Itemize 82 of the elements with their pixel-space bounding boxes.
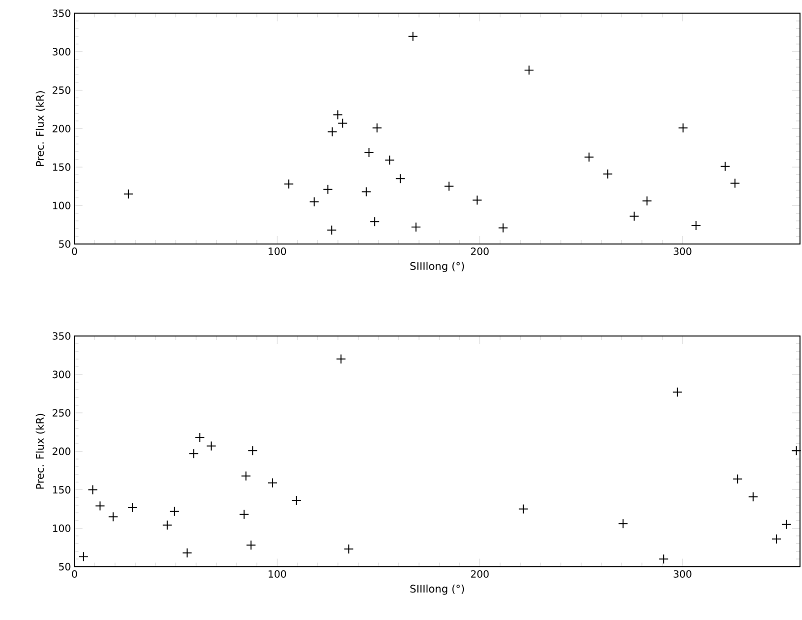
- y-tick-label: 150: [53, 486, 70, 494]
- point: [602, 169, 613, 179]
- point: [472, 195, 482, 206]
- y-tick-label: 150: [53, 163, 70, 171]
- point: [730, 178, 740, 188]
- point: [395, 174, 406, 184]
- point: [127, 502, 138, 512]
- point: [182, 548, 192, 558]
- point: [248, 446, 258, 456]
- point: [629, 211, 640, 222]
- point: [188, 448, 199, 459]
- y-axis-title: Prec. Flux (kR): [36, 414, 46, 489]
- point: [108, 512, 118, 522]
- y-tick-label: 350: [52, 332, 70, 340]
- y-tick-label: 100: [53, 202, 70, 210]
- point: [732, 474, 743, 484]
- point: [642, 196, 652, 206]
- point: [336, 354, 346, 364]
- point: [678, 122, 688, 133]
- point: [691, 220, 702, 231]
- x-tick-label: 300: [674, 570, 692, 578]
- point: [791, 446, 802, 456]
- point: [123, 189, 134, 199]
- x-tick-label: 200: [471, 570, 489, 578]
- point: [246, 540, 256, 550]
- point: [344, 544, 354, 554]
- y-tick-label: 100: [53, 524, 70, 532]
- point: [338, 118, 348, 128]
- point: [284, 179, 294, 189]
- point: [291, 496, 302, 506]
- point: [332, 110, 343, 120]
- point: [384, 155, 395, 166]
- point: [781, 519, 792, 530]
- x-tick-label: 0: [72, 570, 78, 578]
- point: [370, 216, 380, 227]
- y-tick-label: 300: [52, 370, 70, 378]
- point: [748, 492, 758, 502]
- point: [408, 31, 418, 42]
- point: [772, 534, 782, 544]
- point: [169, 506, 180, 516]
- point: [658, 554, 669, 564]
- y-tick-label: 250: [52, 409, 70, 417]
- point: [327, 126, 338, 137]
- x-tick-label: 300: [674, 247, 692, 256]
- point: [162, 520, 172, 530]
- y-tick-label: 250: [52, 86, 70, 94]
- point: [206, 440, 216, 451]
- point: [518, 504, 528, 514]
- point: [309, 196, 320, 207]
- point: [410, 222, 421, 232]
- point: [240, 470, 251, 481]
- y-tick-label: 300: [52, 48, 70, 56]
- point: [720, 161, 730, 172]
- y-tick-label: 200: [52, 124, 70, 132]
- point: [326, 225, 337, 236]
- point: [268, 478, 278, 488]
- y-tick-label: 200: [52, 448, 70, 456]
- point: [364, 147, 374, 158]
- x-tick-label: 100: [268, 570, 286, 578]
- point: [194, 432, 205, 442]
- x-tick-label: 0: [72, 247, 78, 256]
- point: [361, 186, 372, 197]
- point: [372, 122, 382, 133]
- point: [498, 222, 508, 233]
- y-axis-title: Prec. Flux (kR): [36, 91, 46, 166]
- point: [618, 518, 628, 529]
- point: [239, 509, 250, 520]
- point: [88, 484, 98, 495]
- x-axis-title: SIIIlong (°): [410, 262, 464, 272]
- point: [444, 181, 454, 192]
- y-tick-label: 50: [59, 240, 70, 248]
- point: [95, 500, 106, 511]
- y-tick-label: 350: [52, 10, 70, 18]
- x-tick-label: 100: [268, 247, 286, 256]
- point: [524, 65, 534, 76]
- x-tick-label: 200: [471, 247, 489, 256]
- point: [672, 387, 682, 398]
- x-axis-title: SIIIlong (°): [410, 584, 464, 595]
- point: [584, 152, 594, 162]
- point: [78, 552, 88, 562]
- point: [322, 184, 333, 194]
- y-tick-label: 50: [59, 562, 70, 570]
